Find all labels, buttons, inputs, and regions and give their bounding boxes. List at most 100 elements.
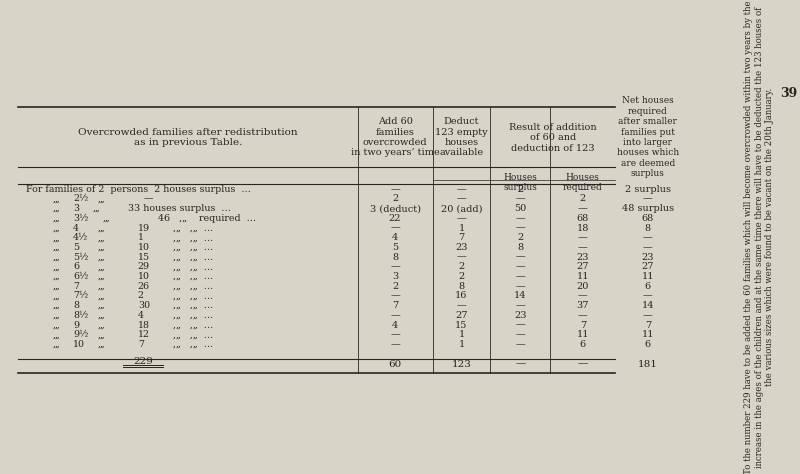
Text: —: — bbox=[143, 194, 153, 203]
Text: 7: 7 bbox=[392, 301, 398, 310]
Text: ,„   ,„  …: ,„ ,„ … bbox=[173, 301, 213, 310]
Text: 2½: 2½ bbox=[73, 194, 88, 203]
Text: —: — bbox=[643, 311, 653, 320]
Text: 181: 181 bbox=[638, 360, 658, 369]
Text: —: — bbox=[390, 311, 400, 320]
Text: 39: 39 bbox=[781, 87, 798, 100]
Text: 2: 2 bbox=[580, 194, 586, 203]
Text: 2: 2 bbox=[392, 194, 398, 203]
Text: 6: 6 bbox=[580, 340, 586, 349]
Text: ,„   ,„  …: ,„ ,„ … bbox=[173, 253, 213, 262]
Text: 9½: 9½ bbox=[73, 330, 88, 339]
Text: 18: 18 bbox=[138, 320, 150, 329]
Text: 27: 27 bbox=[455, 311, 468, 320]
Text: 4½: 4½ bbox=[73, 233, 88, 242]
Text: —: — bbox=[515, 330, 526, 339]
Text: —: — bbox=[457, 301, 466, 310]
Text: —: — bbox=[515, 272, 526, 281]
Text: 27: 27 bbox=[642, 262, 654, 271]
Text: 20: 20 bbox=[577, 282, 589, 291]
Text: 1: 1 bbox=[138, 233, 144, 242]
Text: ,„: ,„ bbox=[98, 253, 106, 262]
Text: 60: 60 bbox=[389, 360, 402, 369]
Text: —: — bbox=[578, 292, 588, 301]
Text: 8: 8 bbox=[458, 282, 465, 291]
Text: ,„   ,„  …: ,„ ,„ … bbox=[173, 224, 213, 233]
Text: ,„: ,„ bbox=[53, 194, 61, 203]
Text: 15: 15 bbox=[455, 320, 468, 329]
Text: ,„: ,„ bbox=[53, 292, 61, 301]
Text: 2: 2 bbox=[392, 282, 398, 291]
Text: 229: 229 bbox=[133, 357, 153, 366]
Text: 22: 22 bbox=[389, 214, 402, 223]
Text: 7: 7 bbox=[458, 233, 465, 242]
Text: 2: 2 bbox=[458, 272, 465, 281]
Text: ,„: ,„ bbox=[53, 272, 61, 281]
Text: 8½: 8½ bbox=[73, 311, 88, 320]
Text: ,„: ,„ bbox=[53, 204, 61, 213]
Text: Houses
surplus: Houses surplus bbox=[503, 173, 538, 192]
Text: 6½: 6½ bbox=[73, 272, 88, 281]
Text: —: — bbox=[515, 253, 526, 262]
Text: —: — bbox=[643, 243, 653, 252]
Text: 68: 68 bbox=[642, 214, 654, 223]
Text: ,„   ,„  …: ,„ ,„ … bbox=[173, 340, 213, 349]
Text: ,„   ,„  …: ,„ ,„ … bbox=[173, 233, 213, 242]
Text: 46   ,„    required  …: 46 ,„ required … bbox=[158, 214, 256, 223]
Text: ,„: ,„ bbox=[98, 292, 106, 301]
Text: 3½: 3½ bbox=[73, 214, 88, 223]
Text: —: — bbox=[390, 340, 400, 349]
Text: ,„: ,„ bbox=[93, 204, 101, 213]
Text: 23: 23 bbox=[577, 253, 589, 262]
Text: —: — bbox=[643, 292, 653, 301]
Text: 37: 37 bbox=[577, 301, 589, 310]
Text: 2 surplus: 2 surplus bbox=[625, 185, 670, 194]
Text: ,„   ,„  …: ,„ ,„ … bbox=[173, 262, 213, 271]
Text: 2: 2 bbox=[518, 185, 523, 194]
Text: 2: 2 bbox=[518, 233, 523, 242]
Text: —: — bbox=[457, 185, 466, 194]
Text: ,„: ,„ bbox=[53, 243, 61, 252]
Text: For families of 2  persons  2 houses surplus  …: For families of 2 persons 2 houses surpl… bbox=[26, 185, 251, 194]
Text: 48 surplus: 48 surplus bbox=[622, 204, 674, 213]
Text: —: — bbox=[515, 224, 526, 233]
Text: —: — bbox=[390, 262, 400, 271]
Text: 15: 15 bbox=[138, 253, 150, 262]
Text: 7: 7 bbox=[580, 320, 586, 329]
Text: 23: 23 bbox=[642, 253, 654, 262]
Text: 18: 18 bbox=[577, 224, 589, 233]
Text: ,„: ,„ bbox=[98, 194, 106, 203]
Text: 10: 10 bbox=[73, 340, 85, 349]
Text: ,„   ,„  …: ,„ ,„ … bbox=[173, 282, 213, 291]
Text: 19: 19 bbox=[138, 224, 150, 233]
Text: 1: 1 bbox=[458, 224, 465, 233]
Text: —: — bbox=[515, 301, 526, 310]
Text: ,„: ,„ bbox=[98, 301, 106, 310]
Text: —: — bbox=[643, 194, 653, 203]
Text: 6: 6 bbox=[645, 282, 651, 291]
Text: —: — bbox=[578, 204, 588, 213]
Text: 7: 7 bbox=[138, 340, 144, 349]
Text: —: — bbox=[515, 194, 526, 203]
Text: ,„: ,„ bbox=[98, 272, 106, 281]
Text: 23: 23 bbox=[514, 311, 526, 320]
Text: ,„: ,„ bbox=[53, 253, 61, 262]
Text: ,„   ,„  …: ,„ ,„ … bbox=[173, 292, 213, 301]
Text: ,„: ,„ bbox=[53, 224, 61, 233]
Text: Deduct
123 empty
houses
available: Deduct 123 empty houses available bbox=[435, 117, 488, 157]
Text: 9: 9 bbox=[73, 320, 79, 329]
Text: —: — bbox=[515, 282, 526, 291]
Text: 11: 11 bbox=[642, 330, 654, 339]
Text: 2: 2 bbox=[458, 262, 465, 271]
Text: —: — bbox=[578, 360, 588, 369]
Text: 7: 7 bbox=[73, 282, 79, 291]
Text: 14: 14 bbox=[514, 292, 526, 301]
Text: ,„: ,„ bbox=[53, 301, 61, 310]
Text: 6: 6 bbox=[645, 340, 651, 349]
Text: ,„: ,„ bbox=[98, 233, 106, 242]
Text: 4: 4 bbox=[392, 233, 398, 242]
Text: 8: 8 bbox=[392, 253, 398, 262]
Text: 2: 2 bbox=[138, 292, 144, 301]
Text: Result of addition
of 60 and
deduction of 123: Result of addition of 60 and deduction o… bbox=[509, 123, 597, 153]
Text: 11: 11 bbox=[577, 330, 589, 339]
